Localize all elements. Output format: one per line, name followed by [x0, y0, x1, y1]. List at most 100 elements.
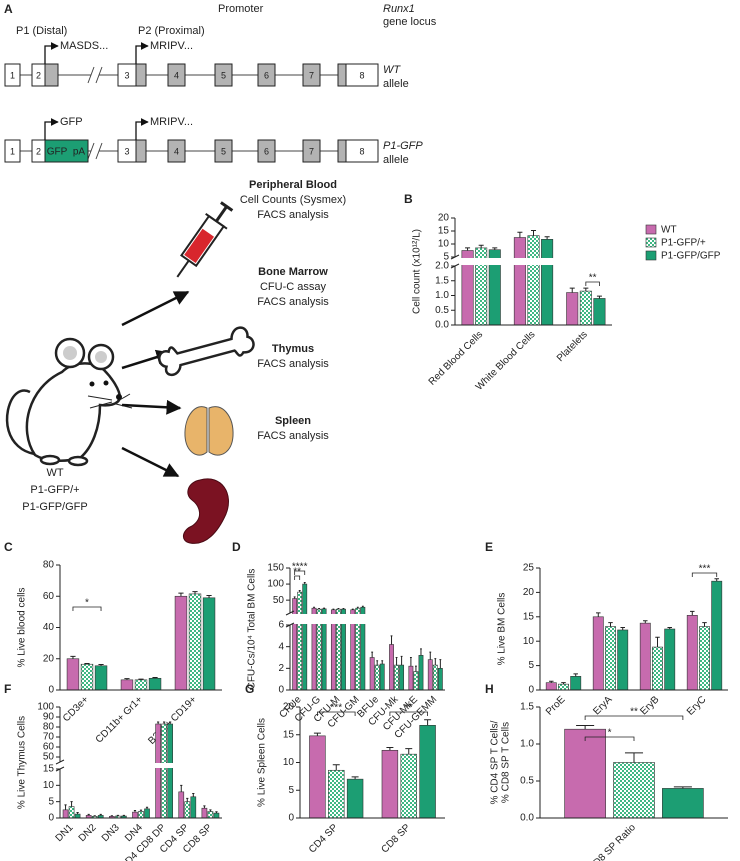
bar	[188, 593, 202, 691]
significance-bracket	[72, 606, 102, 611]
x-tick-label: CD4 CD8 DP	[118, 822, 168, 861]
y-tick-label: 6	[278, 620, 284, 631]
significance-bracket	[294, 570, 306, 575]
y-tick-label: 20	[283, 702, 295, 713]
error-bar	[192, 793, 195, 797]
significance-label: *	[85, 598, 89, 609]
y-tick-label: 2	[278, 663, 284, 674]
error-bar	[110, 815, 113, 817]
y-tick-label: 0.5	[435, 305, 449, 316]
y-axis-label: CFU-Cs/10⁴ Total BM Cells	[247, 569, 258, 690]
exon-utr	[167, 139, 186, 163]
legend-swatch	[645, 237, 657, 248]
bar	[174, 595, 188, 691]
legend-swatch	[645, 250, 657, 261]
assay: FACS analysis	[257, 209, 329, 221]
bar	[639, 622, 651, 691]
error-bar	[702, 622, 707, 627]
y-axis-label: Cell count (x10¹²/L)	[412, 229, 423, 314]
tissue: Spleen	[275, 415, 311, 427]
error-bar	[124, 678, 130, 680]
exon-number: 3	[124, 70, 129, 80]
error-bar	[549, 680, 554, 683]
axis-break-mark	[55, 766, 65, 772]
allele-name: WT	[383, 64, 401, 76]
bar	[541, 239, 554, 326]
error-bar	[206, 594, 212, 598]
bar	[66, 658, 80, 691]
exon-utr	[135, 63, 147, 87]
allele-suffix: allele	[383, 154, 409, 166]
exon-number: 8	[359, 70, 364, 80]
line-break	[87, 66, 95, 84]
error-bar	[178, 592, 184, 597]
error-bar	[714, 578, 719, 582]
bar	[62, 809, 69, 819]
axis-break-mark	[450, 263, 460, 269]
axis-break-mark	[285, 622, 295, 628]
exon-number: 5	[221, 146, 226, 156]
exon-number: 6	[264, 70, 269, 80]
bar	[513, 237, 526, 326]
x-tick-label: White Blood Cells	[474, 329, 538, 393]
x-tick-label: DN1	[54, 822, 76, 844]
error-bar	[434, 658, 437, 666]
exon-coding-white	[4, 139, 21, 163]
bar	[564, 728, 606, 819]
y-tick-label: 90	[43, 712, 55, 723]
axis-break-gap	[59, 763, 223, 768]
y-tick-label: 10	[438, 239, 450, 250]
exon-number: 4	[174, 70, 179, 80]
genotype: P1-GFP/GFP	[22, 501, 87, 513]
exon-number: 2	[36, 70, 41, 80]
significance-label: ***	[699, 564, 711, 575]
bar	[399, 664, 405, 691]
mouse-eye	[89, 381, 95, 387]
panel-letter: G	[245, 682, 254, 696]
exon-number: 6	[264, 146, 269, 156]
error-bar	[303, 581, 306, 585]
x-tick-label: CD4 SP/ CD8 SP Ratio	[557, 822, 638, 861]
bar	[202, 597, 216, 691]
syringe-plunger	[215, 205, 228, 223]
bar	[699, 626, 710, 691]
p1-label: P1 (Distal)	[16, 25, 67, 37]
error-bar	[70, 655, 76, 659]
bar	[201, 807, 208, 819]
arrows	[121, 290, 190, 478]
legend-swatch	[645, 224, 657, 235]
promoter-arrow	[44, 42, 59, 64]
y-tick-label: 0	[278, 685, 284, 696]
error-bar	[492, 247, 498, 250]
start-sequence: MASDS...	[60, 40, 108, 52]
y-tick-label: 80	[43, 722, 55, 733]
y-tick-label: 5	[443, 252, 449, 263]
genotype: WT	[46, 467, 63, 479]
bar	[132, 811, 138, 819]
bar	[144, 808, 150, 819]
panel-letter: H	[485, 682, 494, 696]
y-tick-label: 15	[43, 764, 55, 775]
exon-number: 7	[309, 146, 314, 156]
bar	[394, 664, 399, 691]
y-tick-label: 0.0	[520, 813, 534, 824]
bar	[381, 749, 399, 819]
error-bar	[361, 605, 364, 608]
arrow	[121, 399, 182, 415]
exon-utr	[44, 63, 59, 87]
significance-bracket	[294, 575, 301, 580]
syringe-needle	[176, 260, 190, 278]
bar	[664, 628, 676, 691]
panel-letter: C	[4, 540, 13, 554]
error-bar	[293, 596, 296, 599]
bar	[617, 629, 629, 691]
error-bar	[313, 606, 315, 609]
syringe-blood	[184, 228, 215, 263]
x-tick-label: Red Blood Cells	[427, 329, 485, 387]
axis-break-mark	[450, 254, 460, 260]
mouse-eye	[103, 380, 109, 386]
tissue: Bone Marrow	[258, 266, 328, 278]
x-tick-label: CD3e+	[61, 694, 91, 724]
y-tick-label: 80	[43, 560, 55, 571]
bone-shape	[158, 326, 255, 377]
